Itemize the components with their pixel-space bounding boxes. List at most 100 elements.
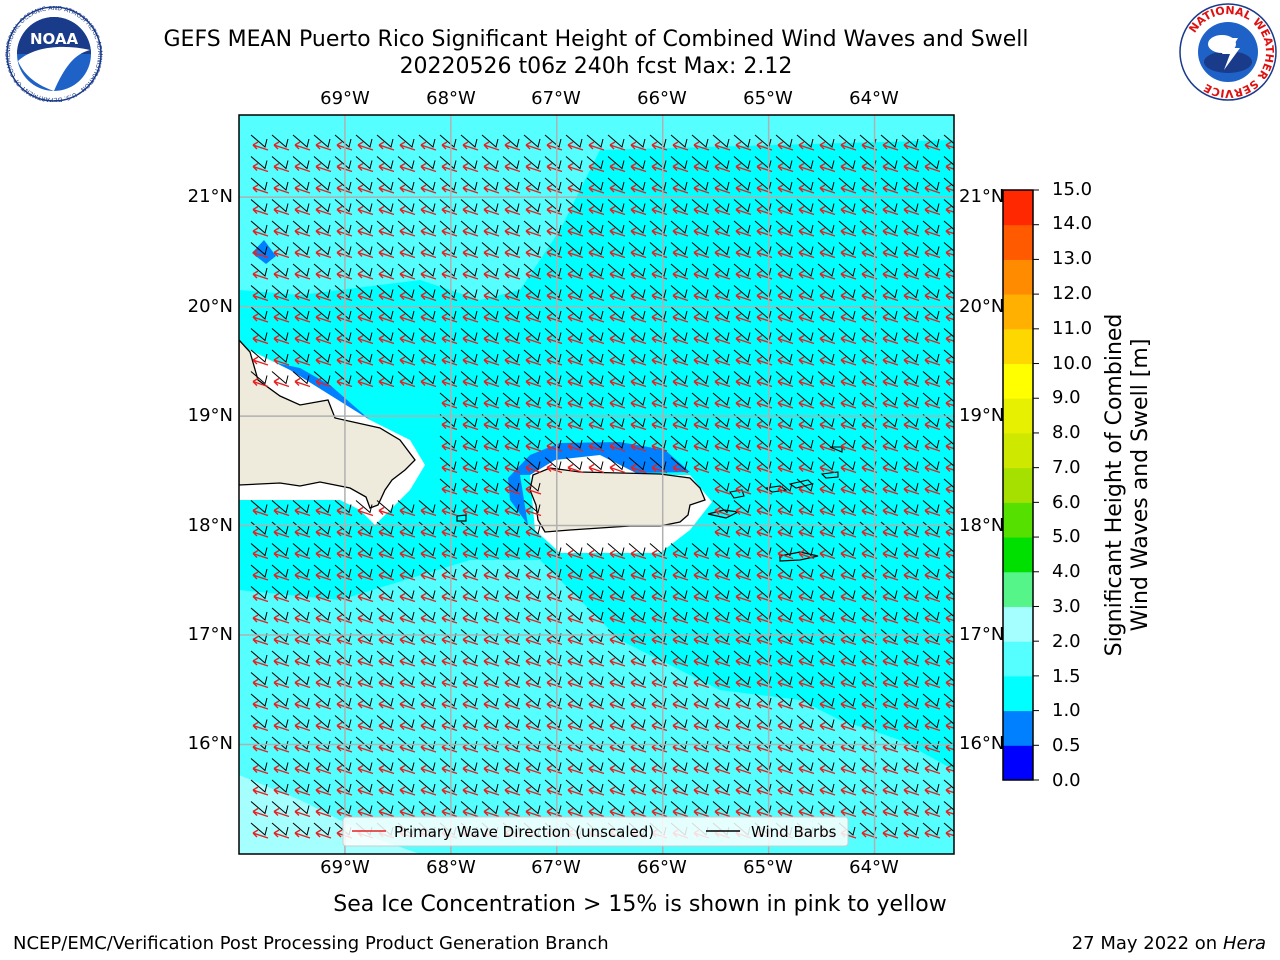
wave-direction-arrow bbox=[504, 399, 521, 409]
wave-direction-arrow bbox=[819, 291, 836, 302]
wave-direction-arrow bbox=[588, 291, 605, 302]
wave-direction-arrow bbox=[252, 248, 269, 259]
colorbar-segment bbox=[1003, 432, 1033, 469]
wind-barb bbox=[439, 414, 457, 428]
wind-barb bbox=[502, 478, 520, 492]
wind-barb bbox=[712, 134, 730, 148]
wind-barb bbox=[943, 629, 954, 639]
wave-direction-arrow bbox=[378, 377, 395, 388]
colorbar-tick: 10.0 bbox=[1052, 353, 1093, 374]
wave-direction-arrow bbox=[693, 786, 710, 796]
wind-barb bbox=[271, 715, 289, 729]
wind-barb bbox=[376, 758, 394, 772]
wind-barb bbox=[649, 736, 667, 750]
wind-barb bbox=[460, 177, 478, 191]
wind-barb bbox=[586, 758, 604, 772]
wave-direction-arrow bbox=[483, 356, 500, 366]
wave-direction-arrow bbox=[420, 313, 437, 323]
wave-direction-arrow bbox=[819, 270, 836, 280]
wave-direction-arrow bbox=[672, 420, 689, 431]
wave-direction-arrow bbox=[693, 549, 710, 560]
wind-barb bbox=[250, 242, 268, 256]
wave-direction-arrow bbox=[504, 184, 521, 194]
wind-barb bbox=[817, 220, 835, 234]
wind-barb bbox=[943, 801, 954, 811]
wave-direction-arrow bbox=[588, 141, 605, 151]
wave-direction-arrow bbox=[903, 334, 920, 345]
wind-barb bbox=[838, 285, 856, 299]
wave-direction-arrow bbox=[588, 807, 605, 818]
wind-barb bbox=[271, 134, 289, 148]
wave-direction-arrow bbox=[546, 463, 563, 474]
wave-direction-arrow bbox=[357, 270, 374, 280]
wind-barb bbox=[355, 629, 373, 643]
wind-barb bbox=[607, 543, 625, 557]
colorbar-tick: 9.0 bbox=[1052, 387, 1081, 408]
wave-direction-arrow bbox=[924, 442, 941, 452]
wave-direction-arrow bbox=[441, 549, 458, 560]
wind-barb bbox=[943, 220, 954, 231]
wave-direction-arrow bbox=[441, 700, 458, 710]
wave-direction-arrow bbox=[924, 764, 941, 775]
wave-direction-arrow bbox=[483, 678, 500, 689]
wind-barb bbox=[712, 564, 730, 578]
wave-direction-arrow bbox=[609, 420, 626, 431]
wind-barb bbox=[796, 242, 814, 256]
wind-barb bbox=[901, 177, 919, 191]
wind-barb bbox=[796, 156, 814, 170]
wave-direction-arrow bbox=[840, 721, 857, 732]
wave-direction-arrow bbox=[735, 356, 752, 366]
wave-direction-arrow bbox=[588, 356, 605, 366]
wave-direction-arrow bbox=[525, 291, 542, 302]
wind-barb bbox=[775, 736, 793, 750]
wave-direction-arrow bbox=[693, 313, 710, 323]
noaa-text: NOAA bbox=[30, 30, 79, 48]
wave-direction-arrow bbox=[483, 485, 500, 495]
wind-barb bbox=[838, 371, 856, 385]
wind-barb bbox=[607, 134, 625, 148]
wave-direction-arrow bbox=[882, 829, 899, 839]
wind-barb bbox=[733, 328, 751, 342]
wave-direction-arrow bbox=[378, 614, 395, 624]
wave-direction-arrow bbox=[672, 678, 689, 689]
wave-direction-arrow bbox=[525, 764, 542, 775]
wave-direction-arrow bbox=[504, 678, 521, 689]
wave-direction-arrow bbox=[651, 807, 668, 818]
wave-direction-arrow bbox=[357, 205, 374, 216]
wave-direction-arrow bbox=[777, 442, 794, 452]
wave-direction-arrow bbox=[714, 678, 731, 689]
wave-direction-arrow bbox=[378, 764, 395, 775]
wind-barb bbox=[691, 801, 709, 815]
wind-barb bbox=[313, 156, 331, 170]
wave-direction-arrow bbox=[252, 635, 269, 646]
wind-barb bbox=[691, 607, 709, 621]
lat-label-left: 21°N bbox=[187, 186, 233, 207]
wave-direction-arrow bbox=[630, 635, 647, 646]
wind-barb bbox=[502, 435, 520, 449]
wave-direction-arrow bbox=[294, 571, 311, 581]
wind-barb bbox=[628, 414, 646, 428]
wave-direction-arrow bbox=[504, 162, 521, 173]
wind-barb bbox=[418, 758, 436, 772]
wind-barb bbox=[376, 801, 394, 815]
wind-barb bbox=[943, 156, 954, 166]
wave-direction-arrow bbox=[315, 571, 332, 581]
wave-direction-arrow bbox=[819, 227, 836, 237]
wind-barb bbox=[439, 177, 457, 191]
wind-barb bbox=[586, 371, 604, 385]
wave-direction-arrow bbox=[777, 764, 794, 775]
wave-direction-arrow bbox=[525, 528, 542, 538]
wave-direction-arrow bbox=[420, 614, 437, 624]
wave-direction-arrow bbox=[399, 635, 416, 646]
wind-barb bbox=[880, 822, 898, 836]
wave-direction-arrow bbox=[819, 184, 836, 194]
wind-barb bbox=[922, 822, 940, 836]
wave-direction-arrow bbox=[798, 807, 815, 818]
wind-barb bbox=[817, 177, 835, 191]
wave-direction-arrow bbox=[252, 549, 269, 560]
wave-direction-arrow bbox=[630, 334, 647, 345]
wind-barb bbox=[712, 177, 730, 191]
wind-barb bbox=[775, 242, 793, 256]
wave-direction-arrow bbox=[798, 571, 815, 581]
wave-direction-arrow bbox=[504, 657, 521, 667]
